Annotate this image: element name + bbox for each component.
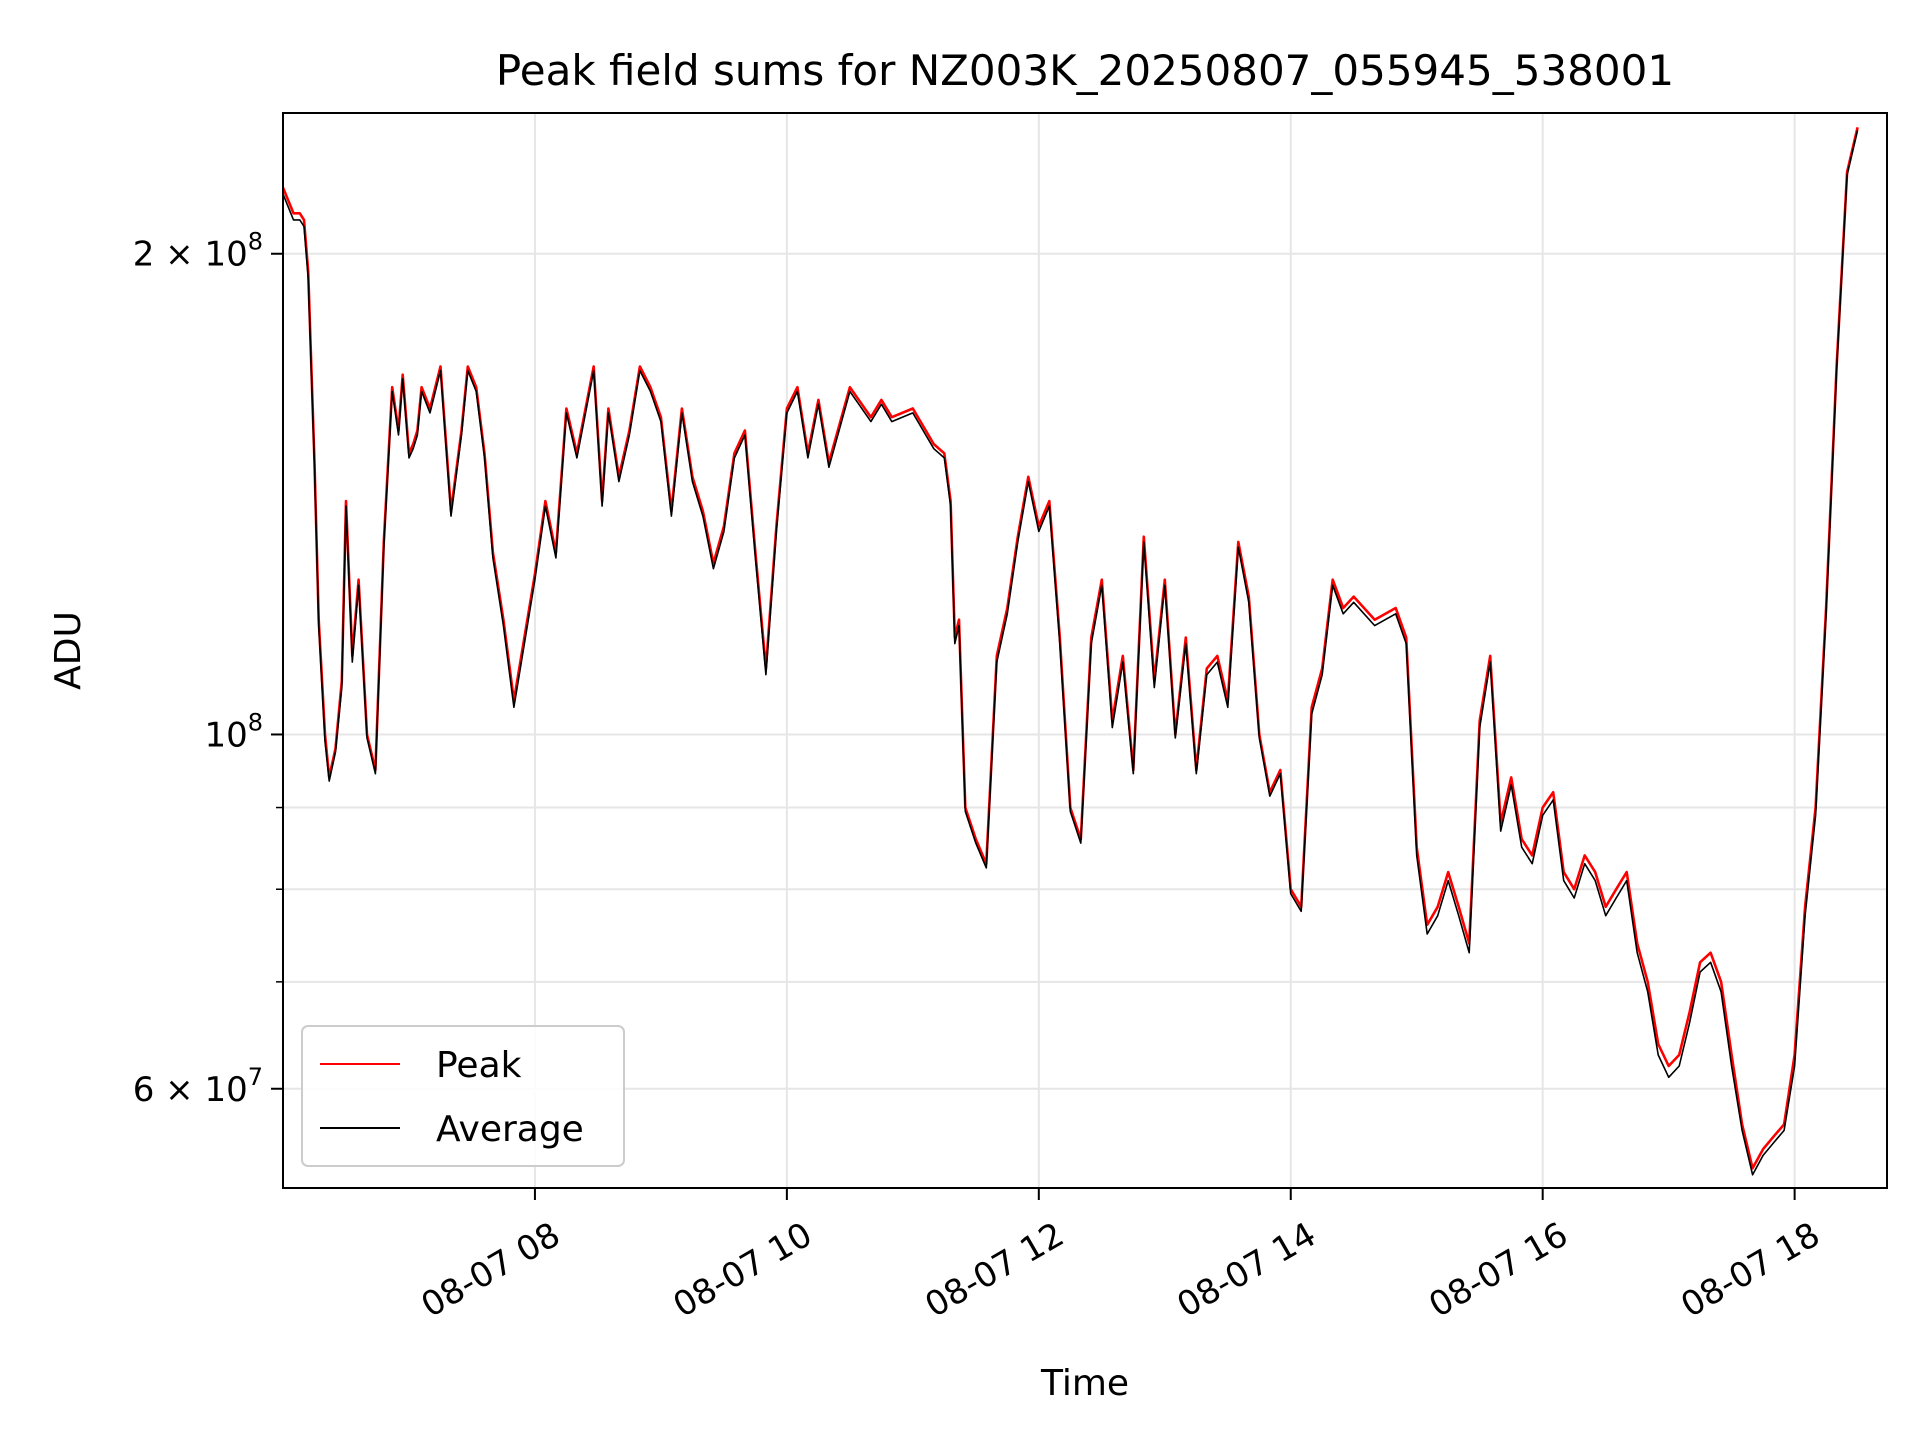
y-axis-ticks: 108 2 × 108 6 × 107 [133,228,283,1110]
y-tick-label: 6 × 107 [133,1063,263,1110]
legend-label-peak: Peak [436,1045,522,1086]
y-tick-label: 2 × 108 [133,228,263,275]
chart-title: Peak field sums for NZ003K_20250807_0559… [496,46,1674,95]
plot-frame [282,112,1888,1189]
legend: Peak Average [301,1025,625,1167]
x-axis-title: Time [1040,1363,1129,1404]
y-axis-title: ADU [48,611,89,690]
legend-box [301,1025,625,1167]
y-tick-label: 108 [204,708,263,755]
grid-lines [283,113,1887,1188]
series-line-average [283,130,1859,1176]
legend-label-average: Average [436,1109,584,1150]
series-lines [283,127,1859,1176]
